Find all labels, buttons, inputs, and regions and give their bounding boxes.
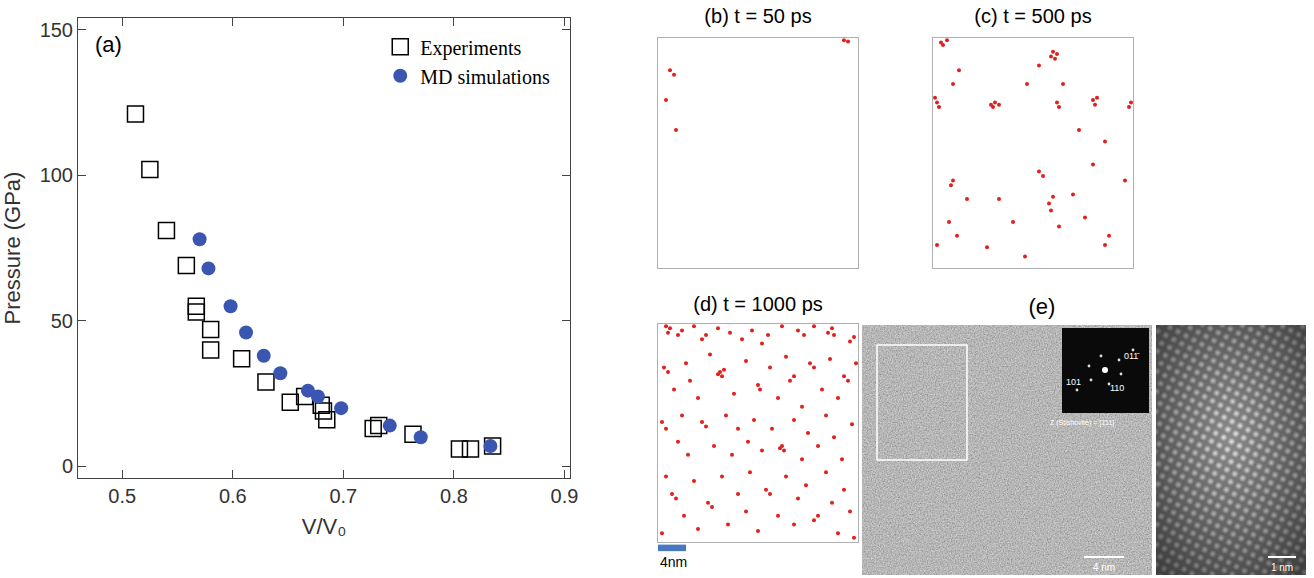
- svg-text:4 nm: 4 nm: [1093, 562, 1115, 573]
- svg-text:1 nm: 1 nm: [1271, 562, 1293, 573]
- svg-text:100: 100: [40, 164, 73, 186]
- svg-text:101: 101: [1066, 377, 1081, 387]
- svg-text:150: 150: [40, 19, 73, 41]
- svg-text:50: 50: [51, 310, 73, 332]
- svg-text:011̄: 011̄: [1124, 351, 1140, 361]
- svg-text:0.7: 0.7: [329, 485, 357, 507]
- svg-text:(b) t = 50 ps: (b) t = 50 ps: [704, 5, 811, 27]
- svg-text:(a): (a): [95, 32, 122, 57]
- svg-text:V/V₀: V/V₀: [302, 514, 347, 539]
- svg-text:Experiments: Experiments: [420, 37, 521, 60]
- svg-text:110: 110: [1110, 383, 1124, 393]
- svg-text:Pressure (GPa): Pressure (GPa): [0, 172, 25, 325]
- svg-text:(d) t = 1000 ps: (d) t = 1000 ps: [693, 293, 823, 315]
- svg-text:0: 0: [62, 455, 73, 477]
- svg-text:0.8: 0.8: [440, 485, 468, 507]
- svg-text:(c) t = 500 ps: (c) t = 500 ps: [974, 5, 1091, 27]
- svg-text:0.9: 0.9: [551, 485, 579, 507]
- svg-text:0.6: 0.6: [219, 485, 247, 507]
- svg-text:MD simulations: MD simulations: [420, 66, 550, 88]
- svg-text:4nm: 4nm: [660, 554, 687, 570]
- svg-text:0.5: 0.5: [108, 485, 136, 507]
- svg-text:Z (Stishovite) = [1̄11]: Z (Stishovite) = [1̄11]: [1050, 419, 1114, 427]
- html-text:(e): (e): [1028, 294, 1056, 319]
